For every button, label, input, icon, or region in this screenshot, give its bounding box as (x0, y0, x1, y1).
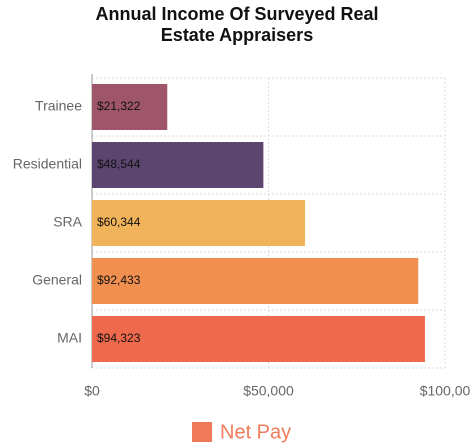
bar (92, 200, 306, 246)
value-label: $60,344 (97, 215, 141, 229)
x-tick-label: $100,00 (420, 383, 471, 399)
value-label: $92,433 (97, 273, 141, 287)
x-tick-label: $50,000 (243, 383, 294, 399)
bar (92, 84, 168, 130)
value-label: $48,544 (97, 157, 141, 171)
legend-swatch (192, 422, 212, 442)
y-tick-label: Residential (13, 156, 82, 172)
bar (92, 316, 425, 362)
y-tick-label: SRA (53, 214, 82, 230)
y-tick-label: MAI (57, 330, 82, 346)
chart-title: Annual Income Of Surveyed Real Estate Ap… (95, 4, 379, 45)
legend-label: Net Pay (220, 421, 291, 443)
bar (92, 258, 419, 304)
x-tick-label: $0 (84, 383, 100, 399)
y-tick-label: Trainee (35, 98, 82, 114)
bar (92, 142, 264, 188)
value-label: $21,322 (97, 99, 141, 113)
value-label: $94,323 (97, 331, 141, 345)
y-tick-label: General (32, 272, 82, 288)
